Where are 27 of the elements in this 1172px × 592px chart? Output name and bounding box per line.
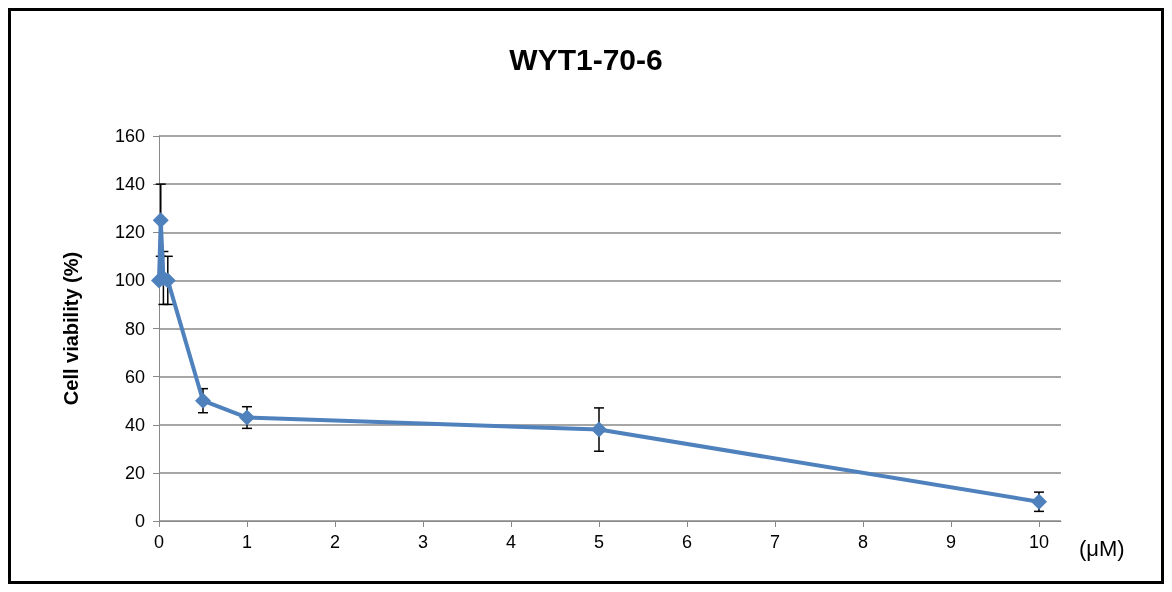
x-tick-label: 0 bbox=[153, 532, 165, 552]
y-tick-label: 0 bbox=[134, 511, 145, 531]
y-tick-label: 120 bbox=[114, 222, 145, 243]
point bbox=[239, 409, 255, 426]
y-axis-title: Cell viability (%) bbox=[60, 251, 82, 406]
y-tick-label: 40 bbox=[124, 414, 145, 435]
y-tick-label: 100 bbox=[114, 270, 145, 291]
point bbox=[591, 421, 607, 438]
chart-title: WYT1-70-6 bbox=[509, 42, 663, 76]
point bbox=[195, 392, 211, 409]
x-tick-label: 4 bbox=[505, 532, 517, 552]
y-tick-label: 160 bbox=[114, 126, 145, 146]
x-tick-label: 2 bbox=[329, 532, 341, 552]
y-tick-label: 20 bbox=[124, 462, 145, 483]
x-tick-label: 9 bbox=[945, 532, 957, 552]
y-tick-label: 140 bbox=[114, 174, 145, 195]
y-tick-label: 60 bbox=[124, 366, 145, 387]
x-tick-label: 8 bbox=[857, 532, 869, 552]
point bbox=[152, 212, 169, 229]
x-tick-label: 3 bbox=[417, 532, 429, 552]
x-tick-label: 5 bbox=[593, 532, 605, 552]
x-tick-label: 7 bbox=[769, 532, 781, 552]
x-tick-label: 6 bbox=[681, 532, 693, 552]
x-axis-title: (μM) bbox=[1079, 535, 1125, 561]
y-tick-label: 80 bbox=[124, 318, 145, 339]
x-tick-label: 10 bbox=[1028, 532, 1050, 552]
x-tick-label: 1 bbox=[241, 532, 253, 552]
